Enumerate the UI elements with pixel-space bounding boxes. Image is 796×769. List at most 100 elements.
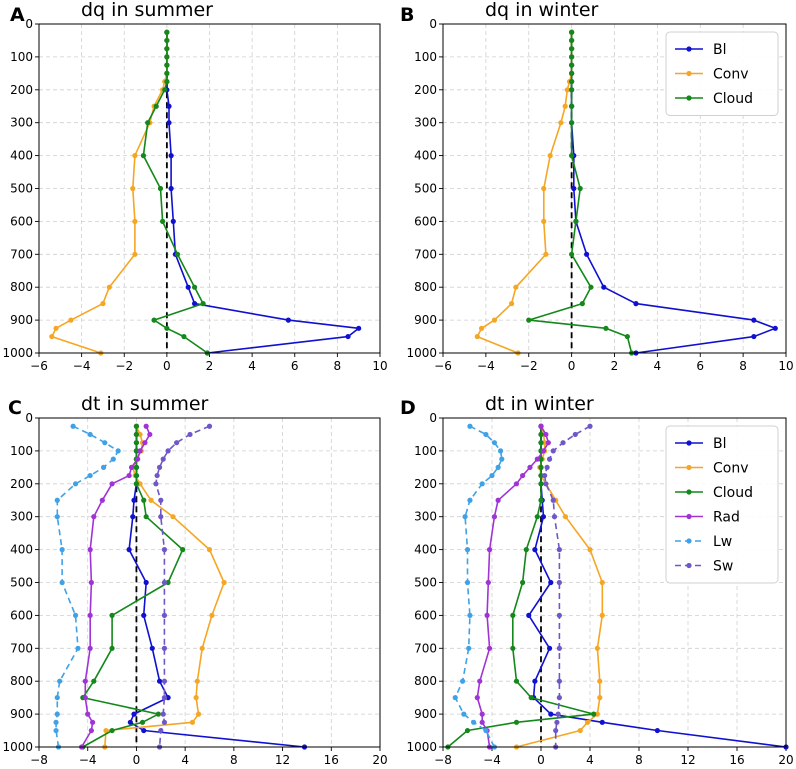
data-point [538,440,544,446]
x-tick-label: 0 [568,359,576,373]
data-point [491,317,498,323]
data-point [54,711,60,717]
data-point [127,719,133,725]
x-tick-label: −6 [30,359,48,373]
legend-label-conv: Conv [713,461,749,477]
data-point [491,514,498,520]
x-tick-label: 12 [275,753,290,767]
data-point [594,711,600,717]
data-point [145,120,151,126]
data-point [599,719,605,725]
data-point [452,695,458,701]
data-point [137,481,143,487]
x-tick-label: 0 [133,753,141,767]
x-tick-label: 4 [248,359,256,373]
y-tick-label: 200 [414,477,437,491]
data-point [164,54,170,60]
data-point [541,218,547,224]
y-tick-label: 500 [414,576,437,590]
data-point [133,423,140,429]
panel-title: dq in summer [81,0,213,21]
data-point [109,727,115,734]
legend: Bl Conv Cloud [665,31,779,116]
data-point [483,431,489,438]
data-point [538,497,544,503]
data-point [109,645,115,651]
data-point [54,497,60,503]
series-rad [474,423,551,750]
data-point [538,472,544,479]
data-point [543,431,549,438]
y-tick-label: 800 [10,674,33,688]
data-point [53,727,59,734]
y-tick-label: 500 [414,182,437,196]
series-line-cloud [142,32,208,354]
data-point [174,440,180,446]
data-point [467,497,473,503]
data-point [200,301,206,307]
y-tick-label: 700 [414,641,437,655]
data-point [166,103,172,109]
x-tick-label: 16 [324,753,339,767]
series-line-conv [476,32,573,354]
data-point [100,301,106,307]
data-point [569,37,575,44]
data-point [550,448,556,454]
data-point [87,431,93,438]
data-point [174,251,181,257]
y-tick-label: 0 [429,17,437,31]
data-point [133,440,140,446]
data-point [168,185,174,192]
data-point [591,711,597,717]
data-point [572,431,578,438]
data-point [221,579,227,586]
y-tick-label: 1000 [406,740,437,754]
x-tick-label: 20 [372,753,387,767]
data-point [588,284,594,290]
data-point [141,612,147,619]
series-rad [79,423,153,750]
data-point [143,579,149,586]
data-point [543,481,549,487]
data-point [573,218,579,224]
data-point [577,727,583,734]
data-point [597,695,603,701]
data-point [569,78,575,85]
data-point [597,678,603,684]
legend-marker [686,562,692,569]
data-point [538,464,544,470]
data-point [191,284,198,290]
data-point [153,481,159,487]
data-point [601,284,607,290]
legend-label-lw: Lw [713,534,732,550]
y-tick-label: 900 [414,707,437,721]
legend-marker [686,70,692,77]
legend-label-bl: Bl [713,436,727,452]
data-point [154,472,160,479]
data-point [165,448,171,454]
data-point [553,727,559,734]
x-tick-label: 2 [611,359,619,373]
data-point [206,423,213,429]
legend-label-cloud: Cloud [713,91,753,107]
x-tick-label: −8 [434,753,452,767]
data-point [137,448,143,454]
data-point [513,284,519,290]
data-point [569,62,575,68]
y-tick-label: 1000 [406,346,437,360]
y-tick-label: 200 [10,477,33,491]
data-point [130,185,136,192]
data-point [180,547,186,553]
data-point [285,317,291,323]
data-point [85,711,91,717]
panel-d: −8 −4 0 4 8 12 16 20010020030040050060070080090… [400,393,794,767]
y-tick-label: 100 [414,50,437,64]
data-point [126,547,132,553]
data-point [751,317,757,323]
panel-a: −6 −4 −2 0 2 4 6 8 10010020030040050060070080090… [2,0,387,373]
data-point [560,440,566,446]
data-point [194,678,200,684]
data-point [128,464,135,470]
data-point [164,29,170,35]
data-point [526,317,532,323]
